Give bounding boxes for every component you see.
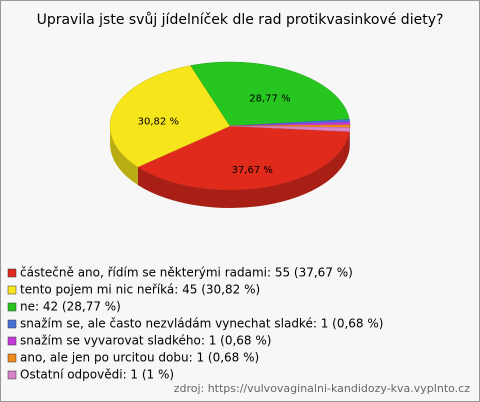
legend-label: snažím se, ale často nezvládám vynechat … [20,317,383,331]
legend-label: ano, ale jen po urcitou dobu: 1 (0,68 %) [20,351,259,365]
legend-swatch [7,268,17,278]
slice-side [137,131,350,208]
legend-swatch [7,370,17,380]
legend-label: tento pojem mi nic neříká: 45 (30,82 %) [20,283,260,297]
legend-swatch [7,285,17,295]
legend-label: Ostatní odpovědi: 1 (1 %) [20,368,174,382]
slice-side [110,126,138,185]
legend-label: částečně ano, řídím se některými radami:… [20,266,353,280]
legend-swatch [7,319,17,329]
slice [190,61,350,127]
legend-label: snažím se vyvarovat sladkého: 1 (0,68 %) [20,334,271,348]
chart-title: Upravila jste svůj jídelníček dle rad pr… [37,12,444,28]
legend-label: ne: 42 (28,77 %) [20,300,121,314]
legend-swatch [7,353,17,363]
value-label: 30,82 % [138,116,179,127]
slice [137,125,350,191]
value-label: 28,77 % [249,94,290,105]
legend-swatch [7,336,17,346]
slice [109,65,231,168]
slice [229,125,351,132]
legend-swatch [7,302,17,312]
source: zdroj: https://vulvovaginalni-kandidozy-… [174,382,471,395]
value-label: 37,67 % [232,165,273,176]
